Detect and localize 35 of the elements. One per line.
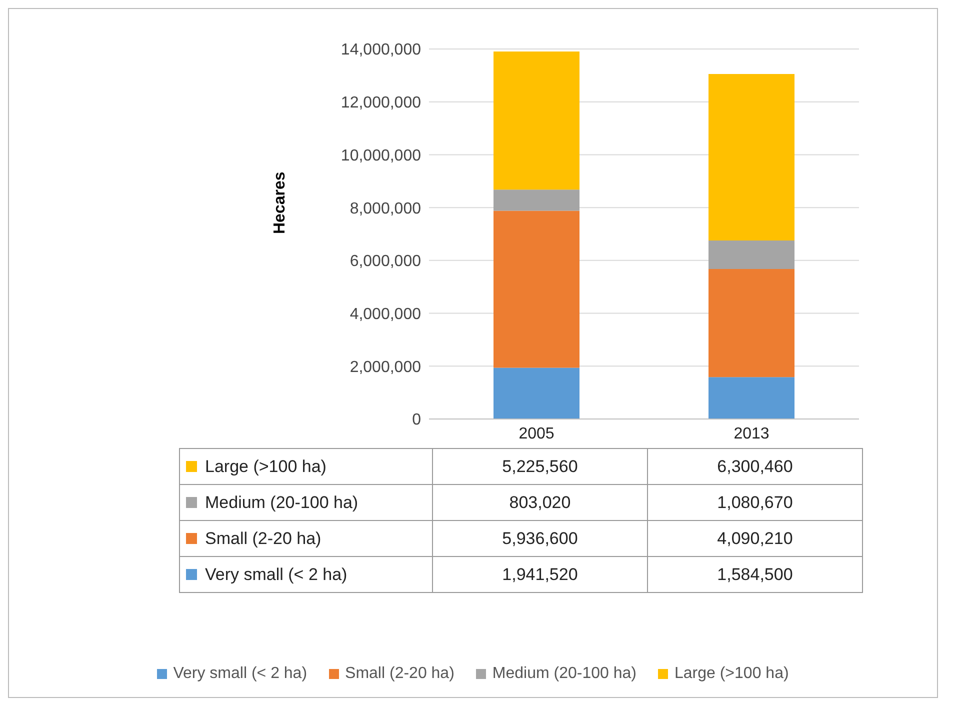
data-label: 1,584,500 (648, 556, 862, 592)
bar (494, 210, 580, 368)
y-axis-title: Hecares (272, 172, 289, 234)
text: Very small (< 2 ha) (173, 665, 308, 682)
bar (708, 74, 794, 240)
y-tick-label: 12,000,000 (340, 94, 422, 112)
data-label: 803,020 (432, 484, 648, 520)
text: Small (2-20 ha) (345, 665, 454, 682)
y-tick-label: 6,000,000 (350, 253, 422, 270)
y-tick-label: 14,000,000 (340, 42, 422, 59)
bar (494, 368, 580, 419)
data-label: 1,080,670 (648, 484, 862, 520)
text: Large (>100 ha) (674, 665, 789, 682)
y-tick-label: 8,000,000 (350, 200, 422, 218)
y-tick-label: 2,000,000 (350, 358, 422, 376)
bar (708, 269, 794, 378)
data-label: 4,090,210 (648, 520, 862, 556)
data-label: 5,225,560 (432, 448, 648, 484)
x-tick-label: 2013 (734, 425, 770, 442)
y-tick-label: 0 (412, 412, 422, 429)
legend-label: Medium (20-100 ha) (180, 484, 432, 520)
data-label: 6,300,460 (648, 448, 862, 484)
y-tick-label: 4,000,000 (350, 306, 422, 323)
y-tick-label: 10,000,000 (340, 147, 422, 164)
text: Medium (20-100 ha) (492, 665, 636, 682)
legend-label: Very small (< 2 ha) (180, 556, 432, 592)
bar (708, 377, 794, 419)
bar (494, 190, 580, 211)
data-label: 1,941,520 (432, 556, 648, 592)
legend-label: Small (2-20 ha) (180, 520, 432, 556)
x-tick-label: 2005 (518, 425, 554, 442)
data-label: 5,936,600 (432, 520, 648, 556)
bar (494, 51, 580, 190)
bar (708, 240, 794, 270)
legend-label: Large (>100 ha) (180, 448, 432, 484)
